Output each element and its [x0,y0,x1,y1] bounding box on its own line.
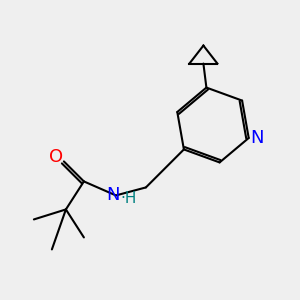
Text: N: N [106,186,120,204]
Text: N: N [250,129,263,147]
Text: O: O [49,148,63,166]
Text: ·H: ·H [121,191,137,206]
